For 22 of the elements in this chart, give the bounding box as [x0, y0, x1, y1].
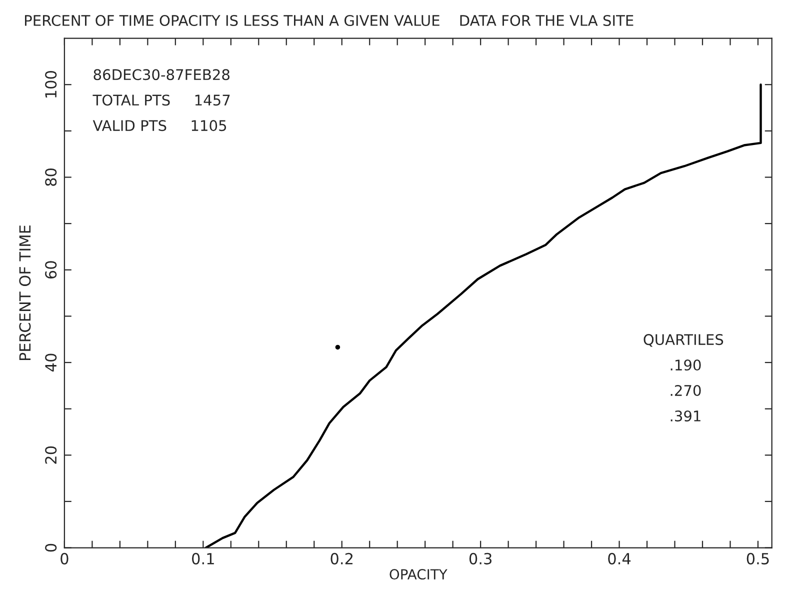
chart-title: PERCENT OF TIME OPACITY IS LESS THAN A GIVEN VALUE DATA FOR THE VLA SITE — [25, 14, 634, 26]
x-tick-label: 0.1 — [192, 552, 214, 564]
y-tick-label: 20 — [45, 446, 57, 464]
annotation: .391 — [670, 410, 700, 422]
y-tick-label: 100 — [45, 71, 57, 98]
x-tick-label: 0.3 — [469, 552, 492, 564]
x-tick-label: 0.4 — [608, 552, 631, 564]
x-tick-label: 0 — [60, 552, 68, 564]
y-tick-label: 80 — [45, 168, 57, 186]
annotation: VALID PTS 1105 — [92, 120, 226, 132]
x-tick-label: 0.5 — [746, 552, 769, 564]
y-tick-label: 60 — [45, 261, 57, 279]
y-axis-title: PERCENT OF TIME — [19, 226, 31, 360]
y-tick-label: 0 — [45, 544, 57, 552]
annotation: 86DEC30-87FEB28 — [94, 69, 230, 80]
annotation: .190 — [670, 360, 701, 371]
annotation: TOTAL PTS 1457 — [92, 94, 230, 106]
annotation: QUARTILES — [644, 334, 724, 347]
x-tick-label: 0.2 — [330, 552, 352, 564]
x-axis-title: OPACITY — [390, 569, 448, 580]
annotation: .270 — [670, 384, 701, 396]
y-tick-label: 40 — [45, 354, 57, 372]
